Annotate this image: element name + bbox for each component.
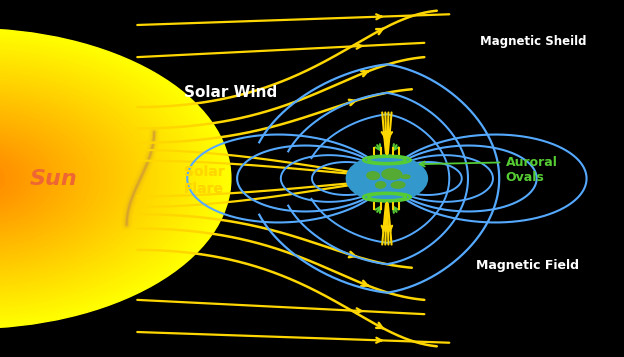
Ellipse shape — [401, 175, 410, 178]
Circle shape — [0, 83, 136, 274]
Circle shape — [0, 119, 74, 238]
Circle shape — [0, 64, 168, 293]
Circle shape — [0, 126, 61, 231]
Circle shape — [0, 137, 41, 220]
Circle shape — [0, 32, 224, 325]
Circle shape — [0, 94, 116, 263]
Circle shape — [0, 34, 221, 323]
Circle shape — [0, 62, 172, 295]
Circle shape — [0, 59, 178, 298]
Circle shape — [0, 102, 103, 255]
Circle shape — [0, 87, 129, 270]
Ellipse shape — [391, 182, 405, 188]
Circle shape — [0, 51, 192, 306]
Circle shape — [0, 109, 90, 248]
Circle shape — [0, 45, 202, 312]
Circle shape — [0, 60, 175, 297]
Circle shape — [0, 77, 146, 280]
Circle shape — [0, 49, 195, 308]
Circle shape — [0, 98, 110, 259]
Circle shape — [0, 107, 93, 250]
Ellipse shape — [367, 172, 379, 180]
Circle shape — [0, 55, 185, 302]
Circle shape — [0, 143, 31, 214]
Circle shape — [0, 66, 165, 291]
Text: Solar
Flare: Solar Flare — [184, 165, 225, 196]
Circle shape — [0, 92, 119, 265]
Ellipse shape — [376, 182, 386, 188]
Circle shape — [0, 70, 158, 287]
Circle shape — [0, 135, 44, 222]
Circle shape — [0, 124, 64, 233]
Circle shape — [0, 117, 77, 240]
Circle shape — [0, 149, 21, 208]
Circle shape — [0, 47, 198, 310]
Circle shape — [0, 134, 47, 223]
Circle shape — [0, 139, 37, 218]
Circle shape — [0, 104, 100, 253]
Circle shape — [0, 96, 113, 261]
Text: Solar Wind: Solar Wind — [184, 85, 278, 100]
Circle shape — [0, 100, 106, 257]
Circle shape — [346, 155, 427, 202]
Text: Magnetic Sheild: Magnetic Sheild — [480, 35, 587, 47]
Circle shape — [0, 122, 67, 235]
Circle shape — [0, 38, 215, 319]
Circle shape — [0, 132, 51, 225]
Circle shape — [0, 156, 8, 201]
Circle shape — [0, 120, 71, 237]
Circle shape — [0, 115, 80, 242]
Circle shape — [0, 158, 5, 199]
Circle shape — [0, 75, 149, 282]
Circle shape — [0, 141, 34, 216]
Circle shape — [0, 30, 228, 327]
Circle shape — [0, 105, 97, 252]
Circle shape — [0, 74, 152, 283]
Circle shape — [0, 44, 205, 313]
Circle shape — [0, 29, 231, 328]
Circle shape — [0, 36, 218, 321]
Circle shape — [0, 40, 211, 317]
Circle shape — [0, 160, 1, 197]
Text: Auroral
Ovals: Auroral Ovals — [505, 156, 557, 183]
Circle shape — [0, 147, 24, 210]
Circle shape — [0, 53, 188, 304]
Text: Solar
Flare: Solar Flare — [184, 165, 225, 196]
Circle shape — [0, 72, 155, 285]
Circle shape — [0, 145, 27, 212]
Circle shape — [0, 130, 54, 227]
Text: Magnetic Field: Magnetic Field — [475, 260, 579, 272]
Circle shape — [0, 150, 18, 207]
Circle shape — [0, 89, 126, 268]
Circle shape — [0, 57, 182, 300]
Circle shape — [0, 111, 87, 246]
Ellipse shape — [382, 169, 402, 180]
Circle shape — [0, 81, 139, 276]
Circle shape — [0, 42, 208, 315]
Circle shape — [0, 79, 142, 278]
Circle shape — [0, 128, 57, 229]
Circle shape — [0, 90, 123, 267]
Circle shape — [0, 113, 84, 244]
Circle shape — [0, 85, 133, 272]
Text: Sun: Sun — [29, 169, 77, 188]
Circle shape — [0, 68, 162, 289]
Circle shape — [0, 154, 11, 203]
Circle shape — [0, 152, 14, 205]
